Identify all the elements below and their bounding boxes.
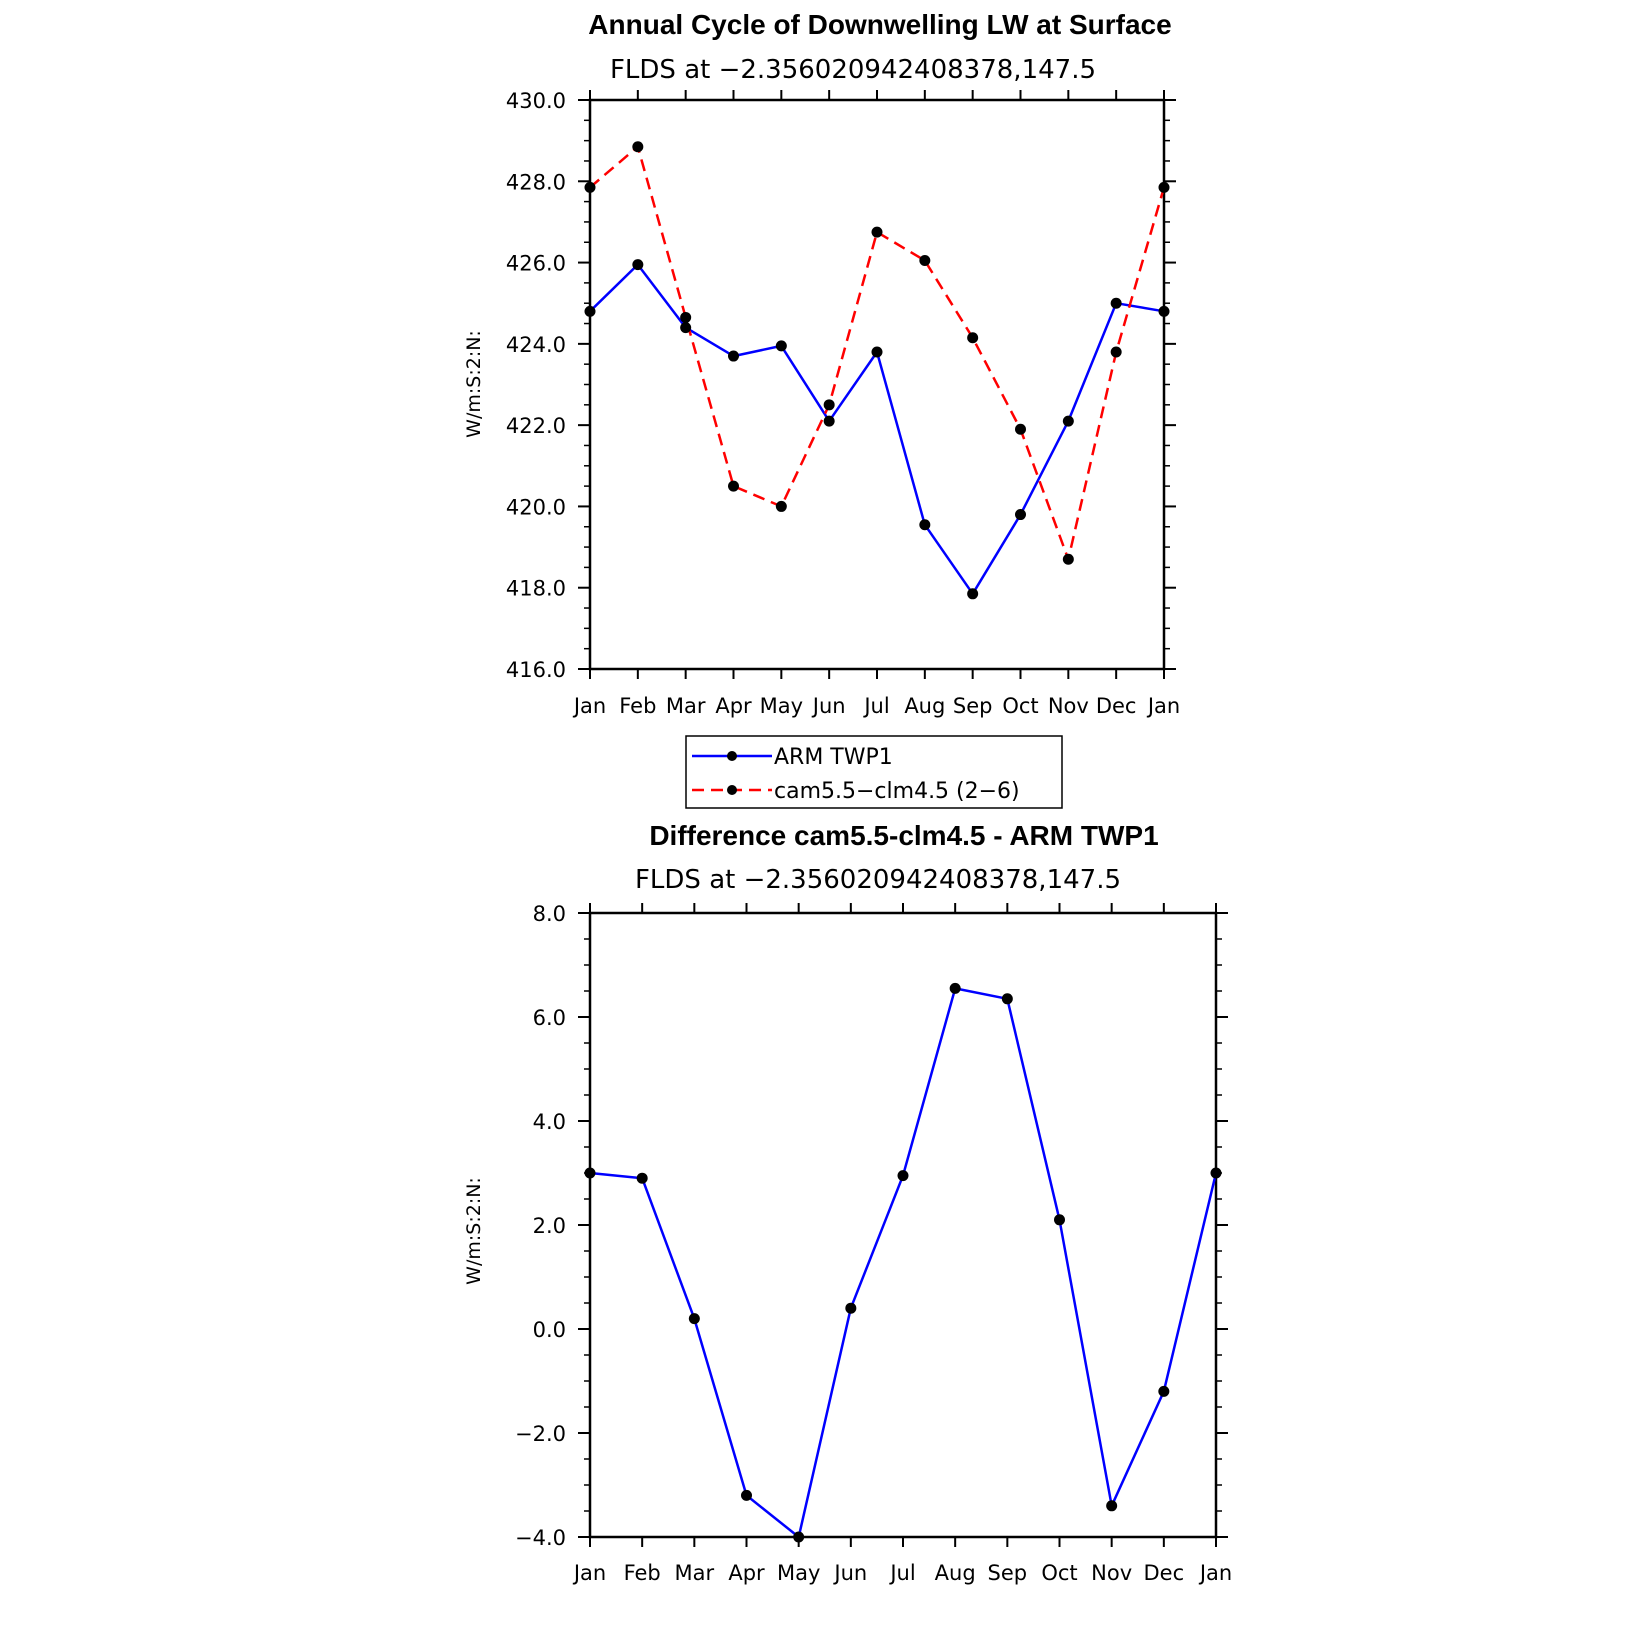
chart1-xtick-label: Aug bbox=[904, 694, 945, 718]
chart2-ylabel: W/m:S:2:N: bbox=[463, 1177, 485, 1285]
chart2-xtick-label: Dec bbox=[1144, 1561, 1185, 1585]
chart1-xtick-label: Oct bbox=[1002, 694, 1038, 718]
chart2-series-0-point bbox=[793, 1531, 805, 1543]
chart1-series-1-point bbox=[584, 181, 596, 193]
chart1-series-0-point bbox=[584, 305, 596, 317]
chart2-title: Difference cam5.5-clm4.5 - ARM TWP1 bbox=[649, 820, 1158, 851]
chart1-xtick-label: Apr bbox=[715, 694, 752, 718]
chart2-series-0-point bbox=[949, 982, 961, 994]
chart2-series-0-point bbox=[1001, 993, 1013, 1005]
chart1-series-0-point bbox=[919, 519, 931, 531]
chart2-ytick-label: 8.0 bbox=[533, 902, 566, 926]
chart2-ytick-label: −2.0 bbox=[515, 1422, 566, 1446]
chart1-series-1-point bbox=[680, 311, 692, 323]
chart2-series-0-point bbox=[897, 1170, 909, 1182]
chart2-xtick-label: Jan bbox=[1198, 1561, 1232, 1585]
chart2-ytick-label: 6.0 bbox=[533, 1006, 566, 1030]
chart2-xtick-label: Feb bbox=[624, 1561, 661, 1585]
legend-label-cam: cam5.5−clm4.5 (2−6) bbox=[774, 779, 1020, 804]
chart1-series-0-point bbox=[728, 350, 739, 362]
chart1-legend: ARM TWP1 cam5.5−clm4.5 (2−6) bbox=[685, 735, 1063, 809]
chart1-xtick-label: Jan bbox=[1146, 694, 1180, 718]
chart1-xtick-label: Dec bbox=[1096, 694, 1137, 718]
chart1-series-0-point bbox=[1158, 305, 1170, 317]
chart2-plot-frame bbox=[588, 911, 1218, 1539]
chart2-series-0-point bbox=[636, 1172, 648, 1184]
chart1-series-0-point bbox=[1015, 509, 1026, 521]
chart2-series-0-point bbox=[1054, 1214, 1065, 1226]
chart1-ytick-label: 422.0 bbox=[506, 414, 566, 438]
chart1-series-1-point bbox=[775, 500, 787, 512]
legend-box bbox=[685, 735, 1063, 809]
chart2-xtick-label: Jun bbox=[832, 1561, 867, 1585]
chart1-xtick-label: Mar bbox=[666, 694, 706, 718]
chart1-series-1-point bbox=[919, 255, 931, 267]
chart1-series-1-point bbox=[967, 332, 979, 344]
chart1-xtick-label: Nov bbox=[1048, 694, 1089, 718]
chart1-series-0-point bbox=[1062, 415, 1074, 427]
chart1-series-0-point bbox=[967, 588, 979, 600]
chart1-series-0-point bbox=[680, 322, 692, 334]
chart1-series-0-point bbox=[823, 415, 835, 427]
chart1-series-1-point bbox=[632, 141, 644, 153]
chart1-plot: 416.0 418.0 420.0 422.0 424.0 426.0 428.0 430.0… bbox=[506, 89, 1180, 718]
chart1-series-0-point bbox=[632, 259, 644, 271]
chart2-ytick-label: −4.0 bbox=[515, 1526, 566, 1550]
chart1-xtick-label: Sep bbox=[953, 694, 993, 718]
chart2-xtick-label: Apr bbox=[728, 1561, 765, 1585]
chart2-xtick-label: Sep bbox=[988, 1561, 1028, 1585]
chart1-xtick-label: May bbox=[760, 694, 803, 718]
chart1-ylabel: W/m:S:2:N: bbox=[463, 330, 485, 438]
chart1-series-1-point bbox=[871, 226, 883, 238]
chart1-xtick-label: Jan bbox=[572, 694, 606, 718]
chart2-plot: −4.0 −2.0 0.0 2.0 4.0 6.0 8.0 Jan Feb Mar Apr May Ju… bbox=[515, 902, 1232, 1585]
chart1-series-0-point bbox=[775, 340, 787, 352]
chart2-ytick-label: 0.0 bbox=[533, 1318, 566, 1342]
chart1-xtick-label: Jul bbox=[862, 694, 889, 718]
chart2-subtitle: FLDS at −2.356020942408378,147.5 bbox=[635, 865, 1121, 895]
chart2-xtick-label: Nov bbox=[1091, 1561, 1132, 1585]
chart2-series-0-point bbox=[584, 1167, 596, 1179]
chart2-xtick-label: Jul bbox=[888, 1561, 915, 1585]
chart1-ytick-label: 424.0 bbox=[506, 333, 566, 357]
chart1-xtick-label: Jun bbox=[811, 694, 846, 718]
chart1-title: Annual Cycle of Downwelling LW at Surfac… bbox=[588, 9, 1171, 40]
chart2-ytick-label: 4.0 bbox=[533, 1110, 566, 1134]
chart2-series-0-line bbox=[589, 987, 1218, 1539]
chart2-series-0-point bbox=[688, 1313, 700, 1325]
chart2-series-0-point bbox=[1158, 1385, 1170, 1397]
chart1-ytick-label: 428.0 bbox=[506, 170, 566, 194]
chart2-series-0-point bbox=[741, 1489, 752, 1501]
chart2-series-0-point bbox=[1106, 1500, 1118, 1512]
chart1-series-1-point bbox=[1015, 423, 1026, 435]
chart1-series-0-line bbox=[589, 263, 1165, 596]
chart1-ytick-label: 416.0 bbox=[506, 658, 566, 682]
chart1-series-0-point bbox=[1110, 297, 1122, 309]
chart1-series-1-point bbox=[1062, 553, 1074, 565]
legend-label-arm: ARM TWP1 bbox=[774, 745, 893, 770]
chart2-series-0-point bbox=[1210, 1167, 1222, 1179]
chart1-series-1-point bbox=[1158, 181, 1170, 193]
chart1-ytick-label: 430.0 bbox=[506, 89, 566, 113]
chart1-series-0-point bbox=[871, 346, 883, 358]
chart2-xtick-label: Mar bbox=[675, 1561, 715, 1585]
chart2-xtick-label: Jan bbox=[572, 1561, 606, 1585]
chart1-plot-frame bbox=[588, 98, 1166, 671]
chart1-xtick-label: Feb bbox=[619, 694, 656, 718]
chart1-series-1-point bbox=[1110, 346, 1122, 358]
chart2-xtick-label: Aug bbox=[935, 1561, 976, 1585]
chart2-xtick-label: Oct bbox=[1041, 1561, 1077, 1585]
chart1-ytick-label: 418.0 bbox=[506, 577, 566, 601]
chart2-ytick-label: 2.0 bbox=[533, 1214, 566, 1238]
chart1-series-1-point bbox=[728, 480, 739, 492]
legend-marker-arm bbox=[727, 751, 737, 761]
legend-marker-cam bbox=[727, 785, 737, 795]
chart1-series-1-point bbox=[823, 399, 835, 411]
chart1-ytick-label: 420.0 bbox=[506, 495, 566, 519]
chart1-subtitle: FLDS at −2.356020942408378,147.5 bbox=[610, 55, 1096, 85]
chart1-ytick-label: 426.0 bbox=[506, 252, 566, 276]
chart2-series-0-point bbox=[845, 1302, 857, 1314]
chart2-xtick-label: May bbox=[777, 1561, 820, 1585]
